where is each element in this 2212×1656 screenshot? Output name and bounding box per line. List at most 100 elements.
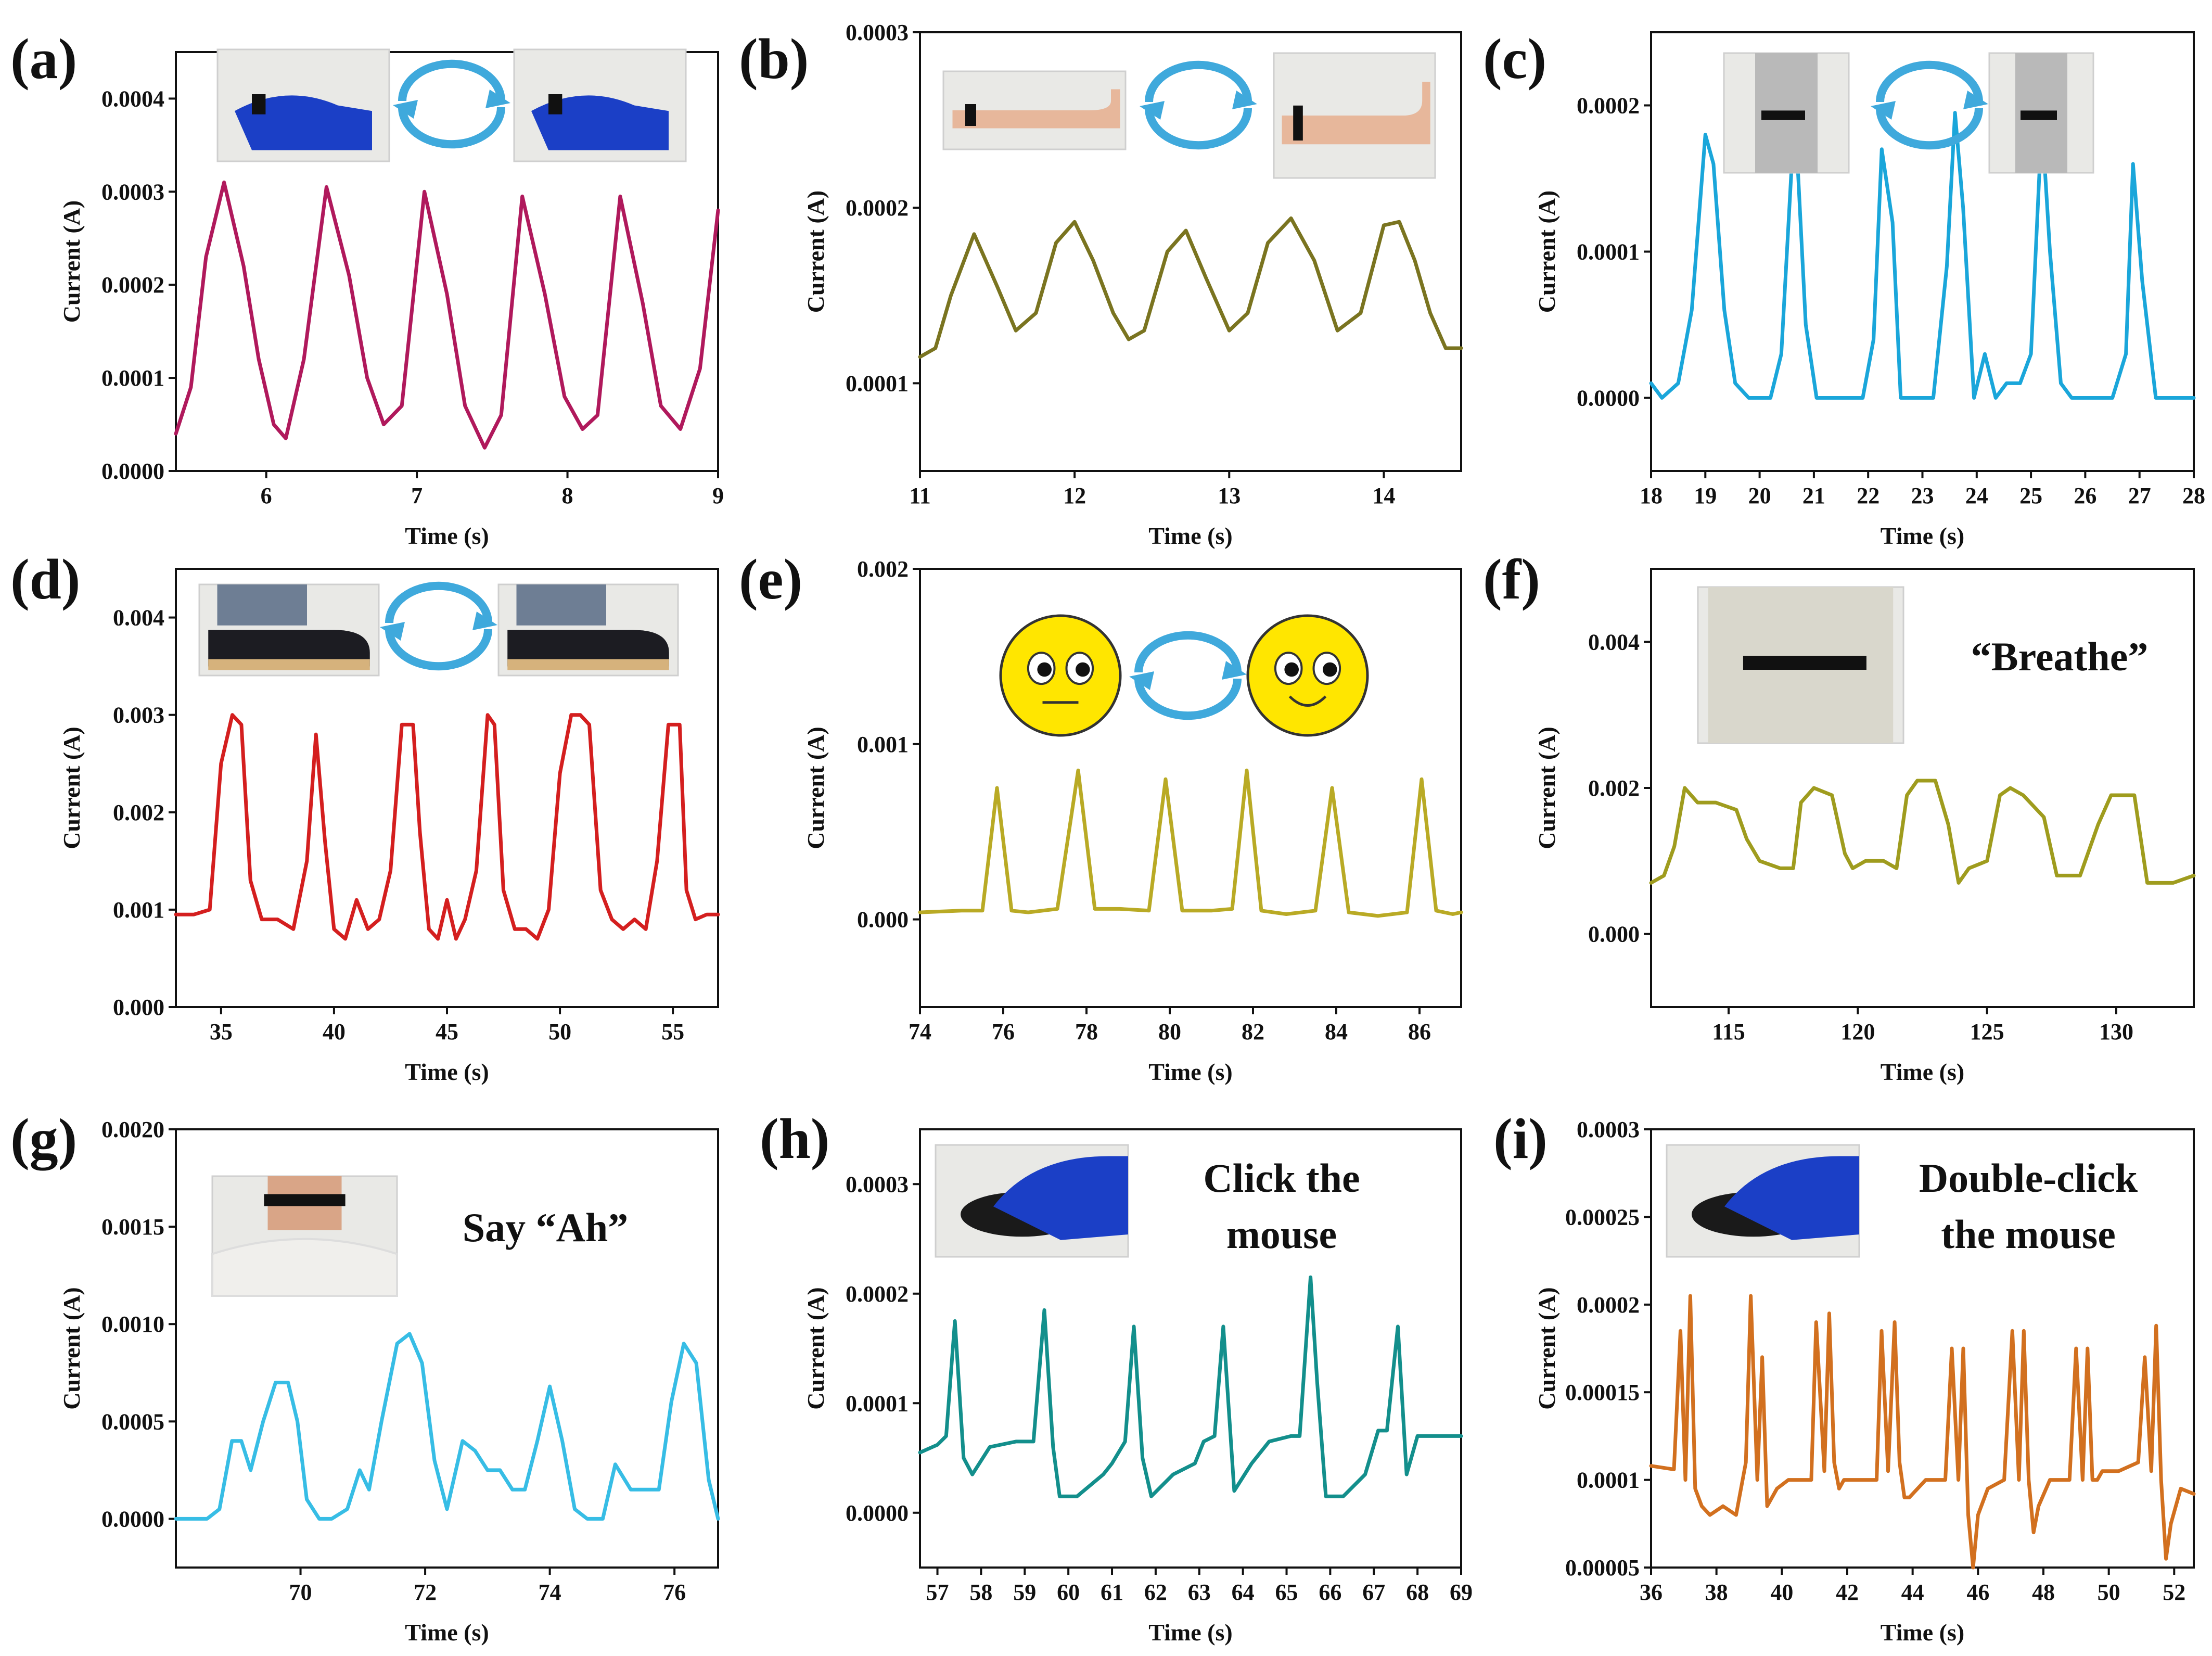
x-tick-label: 55 — [661, 1019, 684, 1044]
y-tick-label: 0.0001 — [1577, 239, 1640, 265]
annotation-text: the mouse — [1941, 1212, 2116, 1257]
x-axis-label: Time (s) — [1881, 523, 1964, 549]
panel-label: (e) — [739, 547, 802, 611]
plot-frame — [919, 31, 1462, 472]
face-icon — [1246, 614, 1369, 737]
x-tick-label: 86 — [1408, 1019, 1431, 1044]
chart-panel-g: 70 72 74 76 0.0000 0.0005 0.0010 0.0015 0.0020 Ti… — [10, 1107, 720, 1646]
x-tick-label: 22 — [1857, 483, 1879, 508]
y-tick-label: 0.0002 — [846, 195, 909, 221]
finger-straight-photo — [216, 48, 390, 162]
arm-straight-photo — [942, 70, 1127, 150]
y-tick-label: 0.000 — [857, 907, 909, 933]
plot-frame — [919, 1128, 1462, 1569]
trouser-icon — [516, 584, 606, 626]
x-tick-label: 19 — [1694, 483, 1717, 508]
neutral-face-emoji — [999, 614, 1122, 737]
arrow-head-left — [393, 100, 418, 119]
x-axis-label: Time (s) — [1148, 1619, 1232, 1646]
arrow-head-right — [485, 90, 510, 108]
arrow-head-right — [1232, 91, 1257, 109]
x-tick-label: 42 — [1836, 1579, 1859, 1605]
y-tick-label: 0.002 — [1588, 775, 1640, 801]
y-tick-label: 0.0001 — [846, 371, 909, 396]
arrow-top-arc — [1876, 60, 1983, 103]
chart-panel-f: 115 120 125 130 0.000 0.002 0.004 Time (s) Curre… — [1483, 547, 2196, 1085]
arrow-top-arc — [385, 581, 492, 623]
glove-icon — [1724, 1156, 1859, 1240]
x-tick-label: 38 — [1705, 1579, 1728, 1605]
sensor-strip-icon — [965, 104, 976, 126]
arrow-top-arc — [1134, 631, 1242, 673]
y-tick-label: 0.0000 — [101, 458, 164, 484]
x-tick-label: 68 — [1406, 1579, 1429, 1605]
foot-flat-photo — [198, 583, 380, 677]
x-tick-label: 46 — [1966, 1579, 1989, 1605]
panel-label: (g) — [10, 1107, 77, 1170]
annotation-text: Click the — [1203, 1155, 1360, 1201]
y-tick-label: 0.0001 — [101, 365, 164, 391]
plot-frame — [175, 51, 719, 472]
x-tick-label: 9 — [712, 483, 724, 508]
x-tick-label: 44 — [1901, 1579, 1924, 1605]
x-tick-label: 63 — [1188, 1579, 1211, 1605]
y-tick-label: 0.0002 — [846, 1281, 909, 1307]
x-tick-label: 6 — [261, 483, 272, 508]
y-tick-label: 0.0003 — [101, 179, 164, 205]
sensor-strip-icon — [264, 1194, 346, 1206]
x-tick-label: 78 — [1075, 1019, 1098, 1044]
arrow-bottom-arc — [398, 107, 505, 149]
cycle-arrows-icon — [393, 59, 510, 149]
x-tick-label: 74 — [539, 1579, 561, 1605]
arrow-top-arc — [398, 59, 505, 101]
y-axis-label: Current (A) — [58, 727, 85, 849]
neck-sensor-photo — [211, 1175, 398, 1297]
panel-label: (i) — [1493, 1107, 1548, 1170]
annotation-text: Say “Ah” — [463, 1205, 629, 1250]
x-axis-label: Time (s) — [405, 523, 489, 549]
x-tick-label: 76 — [992, 1019, 1015, 1044]
y-axis-label: Current (A) — [58, 200, 85, 323]
y-axis-label: Current (A) — [1533, 727, 1560, 849]
sensor-strip-icon — [2021, 110, 2057, 120]
y-tick-label: 0.0004 — [101, 86, 164, 111]
foot-raised-photo — [497, 583, 679, 677]
arm-icon — [1282, 82, 1430, 145]
x-tick-label: 57 — [926, 1579, 949, 1605]
x-tick-label: 13 — [1218, 483, 1241, 508]
shoe-sole-icon — [507, 659, 669, 670]
cycle-arrows-icon — [1871, 60, 1988, 150]
arrow-bottom-arc — [385, 629, 492, 671]
arm-bent-photo — [1273, 52, 1436, 179]
x-tick-label: 67 — [1362, 1579, 1385, 1605]
annotation-text: mouse — [1226, 1212, 1337, 1257]
y-tick-label: 0.000 — [1588, 922, 1640, 947]
x-tick-label: 64 — [1232, 1579, 1255, 1605]
arrow-top-arc — [1145, 60, 1252, 103]
chart-panel-a: 6 7 8 9 0.0000 0.0001 0.0002 0.0003 0.0004 Time (… — [10, 27, 724, 549]
x-tick-label: 8 — [562, 483, 573, 508]
x-tick-label: 25 — [2019, 483, 2042, 508]
smiling-face-emoji — [1246, 614, 1369, 737]
x-axis-label: Time (s) — [1148, 1059, 1232, 1085]
panel-label: (h) — [760, 1107, 829, 1170]
arrow-head-left — [1871, 101, 1896, 120]
y-axis-label: Current (A) — [1533, 1287, 1560, 1409]
y-tick-label: 0.0020 — [101, 1117, 164, 1142]
panel-label: (c) — [1483, 27, 1546, 91]
sensor-strip-icon — [1761, 110, 1805, 120]
chart-panel-d: 35 40 45 50 55 0.000 0.001 0.002 0.003 0.004 Time … — [10, 547, 720, 1085]
data-series-line — [174, 180, 720, 450]
cycle-arrows-icon — [1129, 631, 1247, 720]
x-tick-label: 70 — [289, 1579, 312, 1605]
y-tick-label: 0.0002 — [101, 272, 164, 298]
x-tick-label: 12 — [1063, 483, 1086, 508]
y-tick-label: 0.0000 — [846, 1500, 909, 1526]
y-tick-label: 0.00015 — [1565, 1380, 1640, 1405]
x-tick-label: 23 — [1911, 483, 1934, 508]
arrow-bottom-arc — [1134, 678, 1242, 720]
y-tick-label: 0.001 — [857, 732, 909, 757]
knee-straight-photo — [1723, 52, 1850, 174]
x-tick-label: 66 — [1319, 1579, 1341, 1605]
